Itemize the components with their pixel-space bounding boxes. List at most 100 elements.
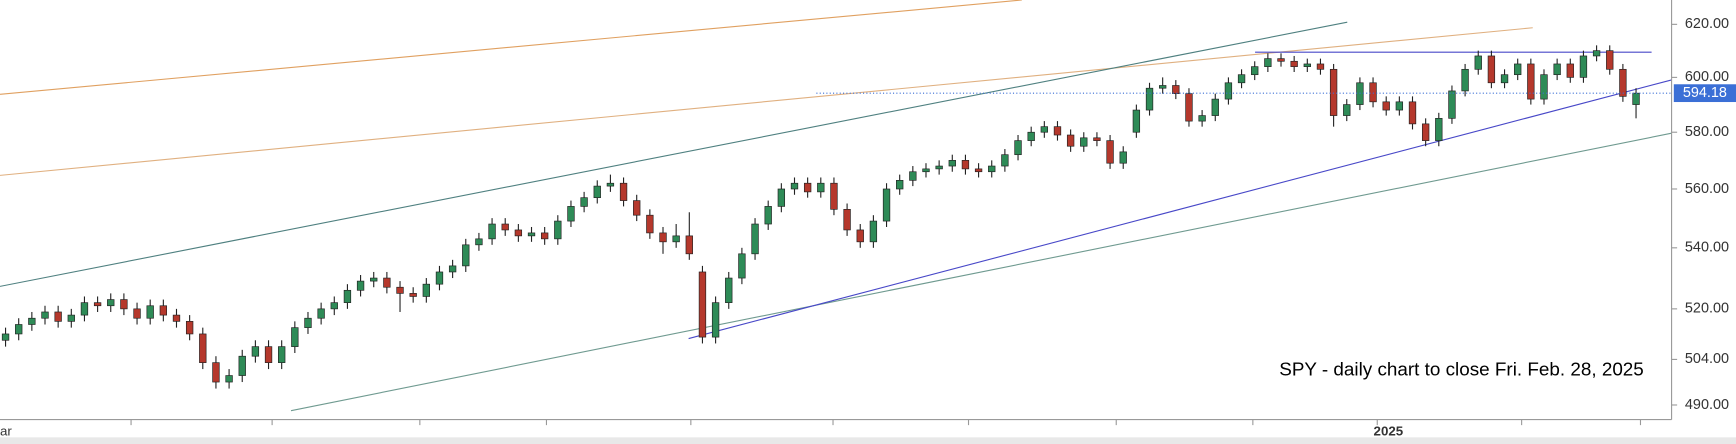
candle-body [238, 355, 246, 376]
y-tick-label: 600.00 [1685, 69, 1729, 85]
candle-body [15, 324, 23, 335]
candle-body [1303, 63, 1311, 67]
candle-body [1500, 74, 1509, 84]
candle-body [80, 302, 89, 316]
candle-body [790, 182, 799, 190]
candle-body [185, 321, 194, 335]
candle-body [619, 182, 628, 201]
candle-body [212, 362, 220, 383]
candle-body [1027, 131, 1035, 141]
candle-body [330, 302, 338, 310]
candle-body [567, 206, 575, 222]
y-tick-label: 560.00 [1685, 181, 1729, 197]
candle-body [1579, 55, 1588, 78]
candle-body [1487, 55, 1496, 84]
candle-body [1014, 140, 1022, 156]
candle-body [1395, 101, 1404, 111]
candle-body [738, 253, 746, 279]
candle-body [172, 314, 181, 322]
candle-body [817, 182, 825, 193]
candle-body [1237, 74, 1246, 84]
annotation: SPY - daily chart to close Fri. Feb. 28,… [1279, 359, 1644, 380]
candle-body [1, 333, 10, 341]
candle-body [1632, 92, 1640, 105]
candle-body [93, 302, 102, 307]
bottom-bar [0, 437, 1736, 444]
candle-body [725, 277, 733, 303]
candle-body [1435, 118, 1443, 141]
candle-body [475, 238, 483, 246]
candle-body [1606, 50, 1614, 70]
candle-body [580, 197, 588, 207]
candle-body [1461, 68, 1469, 92]
candle-body [396, 286, 404, 294]
candle-body [672, 235, 680, 243]
y-tick-label: 504.00 [1685, 351, 1729, 367]
candle-body [659, 232, 667, 243]
x-ticks [130, 419, 1642, 426]
channel-line [0, 21, 1348, 287]
candle-body [1448, 90, 1456, 119]
candle-body [264, 346, 273, 363]
candle-body [304, 317, 312, 328]
candle-body [882, 188, 891, 222]
candle-body [278, 346, 286, 363]
candle-body [698, 271, 707, 338]
candle-body [922, 168, 930, 173]
channel-line [290, 132, 1672, 412]
candle-body [1540, 74, 1548, 100]
candle-body [606, 182, 615, 187]
candle-body [107, 299, 115, 307]
last-price-box [1673, 84, 1736, 103]
candle-body [1040, 126, 1048, 133]
candle-body [948, 160, 956, 167]
candle-body [1211, 98, 1219, 116]
candle-body [527, 232, 536, 237]
candle-body [803, 182, 812, 193]
candle-body [909, 171, 917, 181]
candle-body [1264, 58, 1272, 67]
candle-body [961, 160, 970, 170]
candle-body [856, 229, 864, 243]
candle-body [514, 229, 523, 237]
candle-body [343, 289, 352, 303]
candle-body [1172, 85, 1180, 94]
candle-body [1421, 123, 1430, 141]
candle-body [1159, 85, 1167, 89]
candle-body [383, 277, 391, 288]
candle-body [54, 311, 62, 322]
candle-body [1316, 63, 1325, 70]
candle-body [488, 223, 496, 240]
candle-body [593, 185, 601, 199]
candle-body [1474, 55, 1482, 70]
candle-body [869, 220, 878, 243]
candle-body [462, 244, 470, 267]
candle-body [370, 277, 378, 282]
candle-body [41, 311, 49, 319]
candle-body [1053, 126, 1062, 136]
candle-body [1145, 87, 1154, 111]
candle-body [146, 305, 154, 319]
y-tick-label: 620.00 [1685, 16, 1729, 32]
candle-body [843, 209, 851, 231]
candle-body [988, 165, 996, 173]
candle-body [120, 299, 128, 310]
candle-body [633, 200, 641, 216]
candle-body [777, 188, 786, 207]
y-tick-label: 490.00 [1685, 397, 1729, 413]
candle-body [1408, 101, 1417, 125]
candle-body [1132, 109, 1141, 133]
candle-body [830, 182, 838, 210]
candle-body [646, 214, 654, 234]
candle-body [133, 308, 141, 319]
candle-body [1093, 137, 1101, 141]
candle-body [685, 235, 693, 255]
x-tick-label: ar [0, 423, 12, 438]
candle-body [554, 220, 562, 240]
trend-lines [0, 0, 1672, 412]
y-tick-label: 520.00 [1685, 301, 1729, 317]
candle-body [1369, 82, 1377, 103]
y-tick-label: 540.00 [1685, 240, 1729, 256]
candle-body [1343, 104, 1351, 116]
candle-body [1290, 60, 1298, 67]
